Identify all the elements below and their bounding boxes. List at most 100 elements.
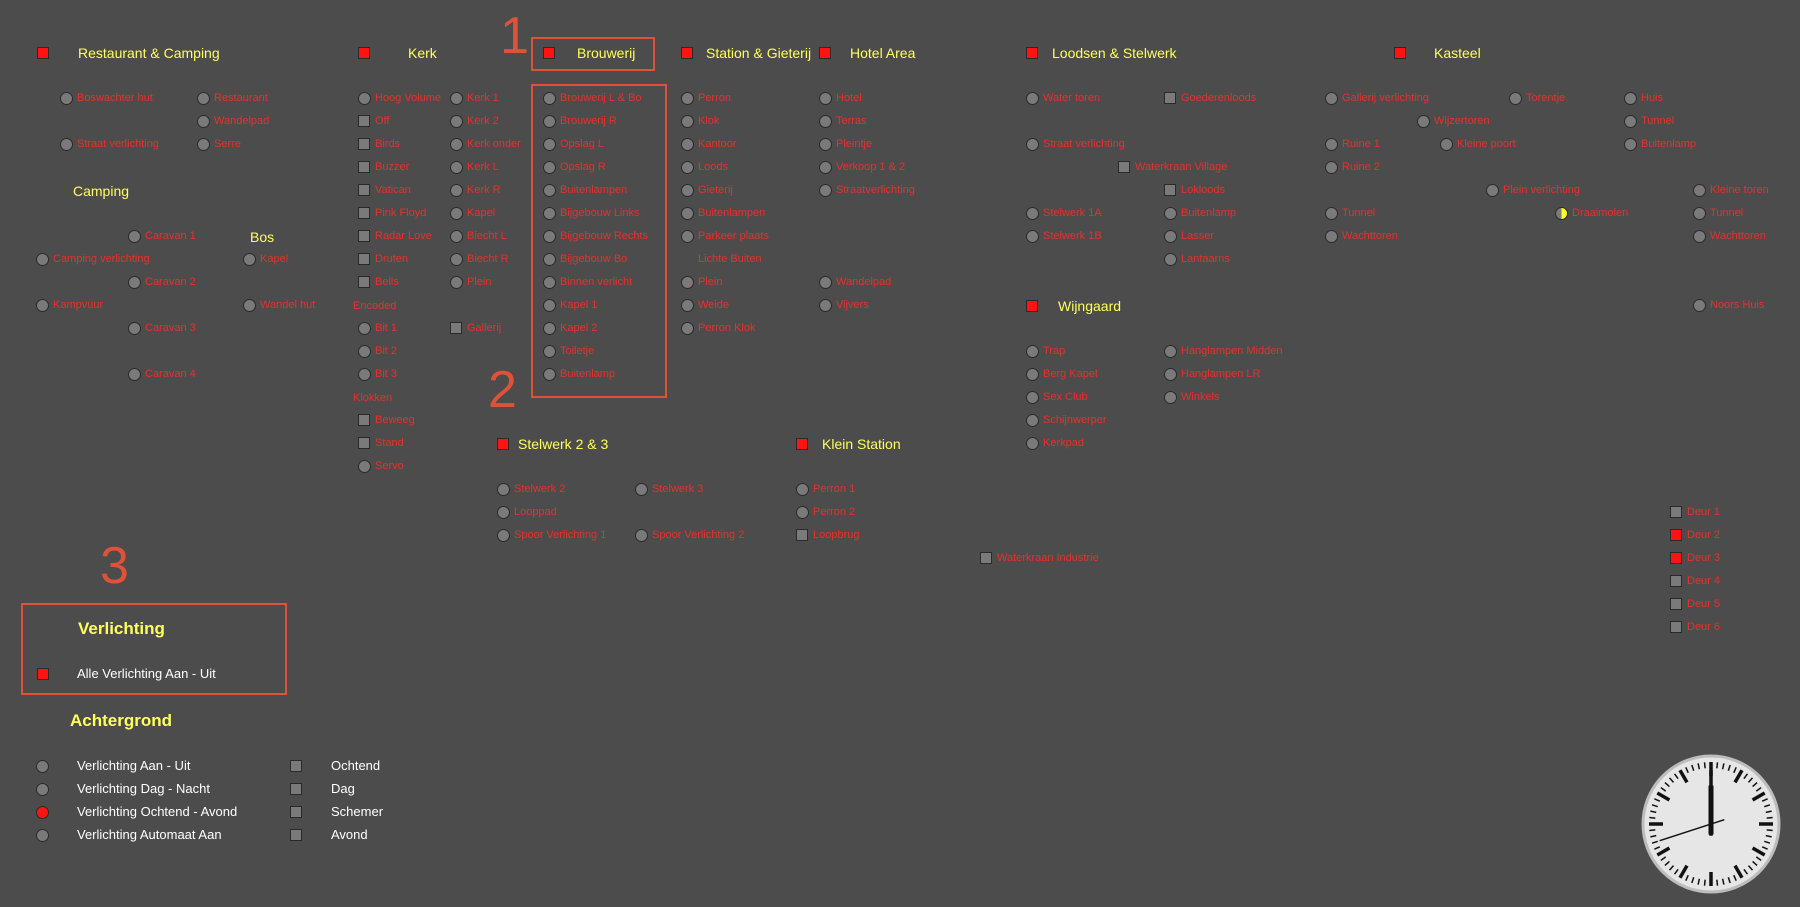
light-circle-icon[interactable]	[543, 207, 556, 220]
control-label[interactable]: Winkels	[1181, 391, 1220, 403]
control-label[interactable]: Wachttoren	[1710, 230, 1766, 242]
light-circle-icon[interactable]	[681, 322, 694, 335]
light-circle-icon[interactable]	[36, 806, 49, 819]
light-circle-icon[interactable]	[681, 161, 694, 174]
light-circle-icon[interactable]	[543, 115, 556, 128]
light-circle-icon[interactable]	[358, 92, 371, 105]
light-circle-icon[interactable]	[36, 299, 49, 312]
light-circle-icon[interactable]	[450, 138, 463, 151]
light-circle-icon[interactable]	[197, 138, 210, 151]
switch-square-icon[interactable]	[1670, 621, 1682, 633]
control-label[interactable]: Pleintje	[836, 138, 873, 150]
control-label[interactable]: Wandelpad	[836, 276, 892, 288]
control-label[interactable]: Buitenlamp	[1641, 138, 1697, 150]
control-label[interactable]: Straatverlichting	[836, 184, 915, 196]
control-label[interactable]: Druten	[375, 253, 409, 265]
control-label[interactable]: Deur 1	[1687, 506, 1721, 518]
light-circle-icon[interactable]	[1417, 115, 1430, 128]
achtergrond-label[interactable]: Schemer	[331, 804, 384, 819]
light-circle-icon[interactable]	[543, 276, 556, 289]
light-circle-icon[interactable]	[819, 184, 832, 197]
control-label[interactable]: Klok	[698, 115, 720, 127]
control-label[interactable]: Torentje	[1526, 92, 1566, 104]
control-label[interactable]: Bijgebouw Links	[560, 207, 640, 219]
control-label[interactable]: Gallerij verlichting	[1342, 92, 1429, 104]
light-circle-icon[interactable]	[1164, 368, 1177, 381]
switch-square-icon[interactable]	[358, 253, 370, 265]
switch-square-icon[interactable]	[290, 760, 302, 772]
control-label[interactable]: Berg Kapel	[1043, 368, 1098, 380]
light-circle-icon[interactable]	[358, 322, 371, 335]
section-toggle-icon[interactable]	[819, 47, 831, 59]
control-label[interactable]: Kampvuur	[53, 299, 104, 311]
light-circle-icon[interactable]	[450, 92, 463, 105]
control-label[interactable]: Wandel hut	[260, 299, 316, 311]
control-label[interactable]: Vijvers	[836, 299, 869, 311]
section-toggle-icon[interactable]	[1026, 300, 1038, 312]
light-circle-icon[interactable]	[1026, 414, 1039, 427]
switch-square-icon[interactable]	[1670, 598, 1682, 610]
light-circle-icon[interactable]	[450, 276, 463, 289]
light-circle-icon[interactable]	[1693, 230, 1706, 243]
light-circle-icon[interactable]	[1693, 207, 1706, 220]
light-circle-icon[interactable]	[681, 276, 694, 289]
control-label[interactable]: Gieterij	[698, 184, 733, 196]
light-circle-icon[interactable]	[450, 230, 463, 243]
light-circle-icon[interactable]	[450, 207, 463, 220]
control-label[interactable]: Hoog Volume	[375, 92, 442, 104]
control-label[interactable]: Serre	[214, 138, 241, 150]
control-label[interactable]: Beweeg	[375, 414, 415, 426]
achtergrond-label[interactable]: Dag	[331, 781, 355, 796]
light-circle-icon[interactable]	[36, 829, 49, 842]
light-circle-icon[interactable]	[128, 230, 141, 243]
light-circle-icon[interactable]	[497, 506, 510, 519]
control-label[interactable]: Plein verlichting	[1503, 184, 1581, 196]
control-label[interactable]: Kleine poort	[1457, 138, 1516, 150]
switch-square-icon[interactable]	[358, 414, 370, 426]
light-circle-icon[interactable]	[819, 299, 832, 312]
control-label[interactable]: Loopbrug	[813, 529, 860, 541]
control-label[interactable]: Lichte Buiten	[698, 253, 762, 265]
light-circle-icon[interactable]	[681, 138, 694, 151]
light-circle-icon[interactable]	[1026, 92, 1039, 105]
light-circle-icon[interactable]	[819, 92, 832, 105]
control-label[interactable]: Hotel	[836, 92, 862, 104]
control-label[interactable]: Kerk onder	[467, 138, 521, 150]
switch-square-icon[interactable]	[1670, 529, 1682, 541]
control-label[interactable]: Binnen verlicht	[560, 276, 633, 288]
light-circle-icon[interactable]	[1509, 92, 1522, 105]
control-label[interactable]: Terras	[836, 115, 867, 127]
control-label[interactable]: Looppad	[514, 506, 557, 518]
control-label[interactable]: Goederenloods	[1181, 92, 1257, 104]
light-circle-icon[interactable]	[1693, 184, 1706, 197]
light-circle-icon[interactable]	[197, 92, 210, 105]
section-toggle-icon[interactable]	[796, 438, 808, 450]
control-label[interactable]: Ruine 1	[1342, 138, 1380, 150]
light-circle-icon[interactable]	[543, 161, 556, 174]
control-label[interactable]: Restaurant	[214, 92, 268, 104]
switch-square-icon[interactable]	[358, 184, 370, 196]
light-circle-icon[interactable]	[543, 253, 556, 266]
switch-square-icon[interactable]	[358, 115, 370, 127]
control-label[interactable]: Biecht R	[467, 253, 509, 265]
light-circle-icon[interactable]	[1624, 92, 1637, 105]
control-label[interactable]: Spoor Verlichting 2	[652, 529, 745, 541]
section-toggle-icon[interactable]	[1026, 47, 1038, 59]
control-label[interactable]: Kantoor	[698, 138, 737, 150]
control-label[interactable]: Caravan 3	[145, 322, 196, 334]
control-label[interactable]: Deur 4	[1687, 575, 1721, 587]
control-label[interactable]: Tunnel	[1641, 115, 1675, 127]
light-circle-icon[interactable]	[197, 115, 210, 128]
light-circle-icon[interactable]	[1624, 115, 1637, 128]
switch-square-icon[interactable]	[980, 552, 992, 564]
control-label[interactable]: Sex Club	[1043, 391, 1088, 403]
light-circle-icon[interactable]	[1164, 207, 1177, 220]
switch-square-icon[interactable]	[290, 806, 302, 818]
control-label[interactable]: Opslag R	[560, 161, 606, 173]
section-toggle-icon[interactable]	[543, 47, 555, 59]
control-label[interactable]: Stelwerk 1A	[1043, 207, 1102, 219]
light-circle-icon[interactable]	[243, 253, 256, 266]
control-label[interactable]: Bit 2	[375, 345, 398, 357]
control-label[interactable]: Caravan 4	[145, 368, 196, 380]
control-label[interactable]: Bit 1	[375, 322, 398, 334]
